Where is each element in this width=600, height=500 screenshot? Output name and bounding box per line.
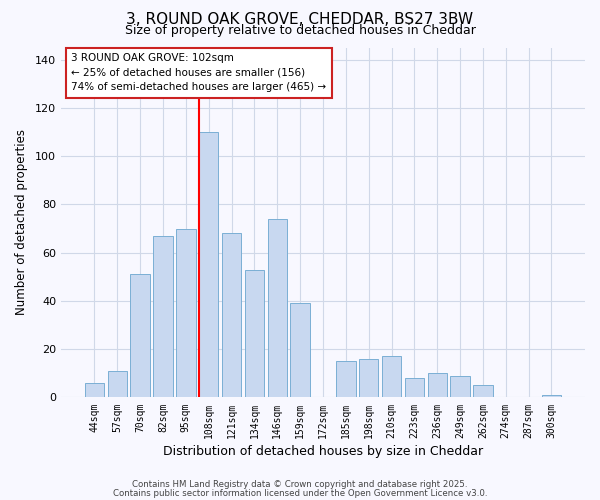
Text: 3 ROUND OAK GROVE: 102sqm
← 25% of detached houses are smaller (156)
74% of semi: 3 ROUND OAK GROVE: 102sqm ← 25% of detac…	[71, 52, 326, 92]
Y-axis label: Number of detached properties: Number of detached properties	[15, 130, 28, 316]
Text: Contains HM Land Registry data © Crown copyright and database right 2025.: Contains HM Land Registry data © Crown c…	[132, 480, 468, 489]
Bar	[130, 274, 150, 398]
Bar	[199, 132, 218, 398]
Bar	[473, 386, 493, 398]
Bar	[290, 304, 310, 398]
Bar	[154, 236, 173, 398]
Text: 3, ROUND OAK GROVE, CHEDDAR, BS27 3BW: 3, ROUND OAK GROVE, CHEDDAR, BS27 3BW	[127, 12, 473, 28]
Bar	[107, 371, 127, 398]
X-axis label: Distribution of detached houses by size in Cheddar: Distribution of detached houses by size …	[163, 444, 483, 458]
Bar	[176, 228, 196, 398]
Bar	[428, 374, 447, 398]
Bar	[336, 361, 356, 398]
Bar	[542, 395, 561, 398]
Bar	[451, 376, 470, 398]
Bar	[404, 378, 424, 398]
Bar	[245, 270, 264, 398]
Bar	[268, 219, 287, 398]
Text: Size of property relative to detached houses in Cheddar: Size of property relative to detached ho…	[125, 24, 475, 37]
Bar	[222, 234, 241, 398]
Bar	[85, 383, 104, 398]
Text: Contains public sector information licensed under the Open Government Licence v3: Contains public sector information licen…	[113, 488, 487, 498]
Bar	[382, 356, 401, 398]
Bar	[359, 359, 379, 398]
